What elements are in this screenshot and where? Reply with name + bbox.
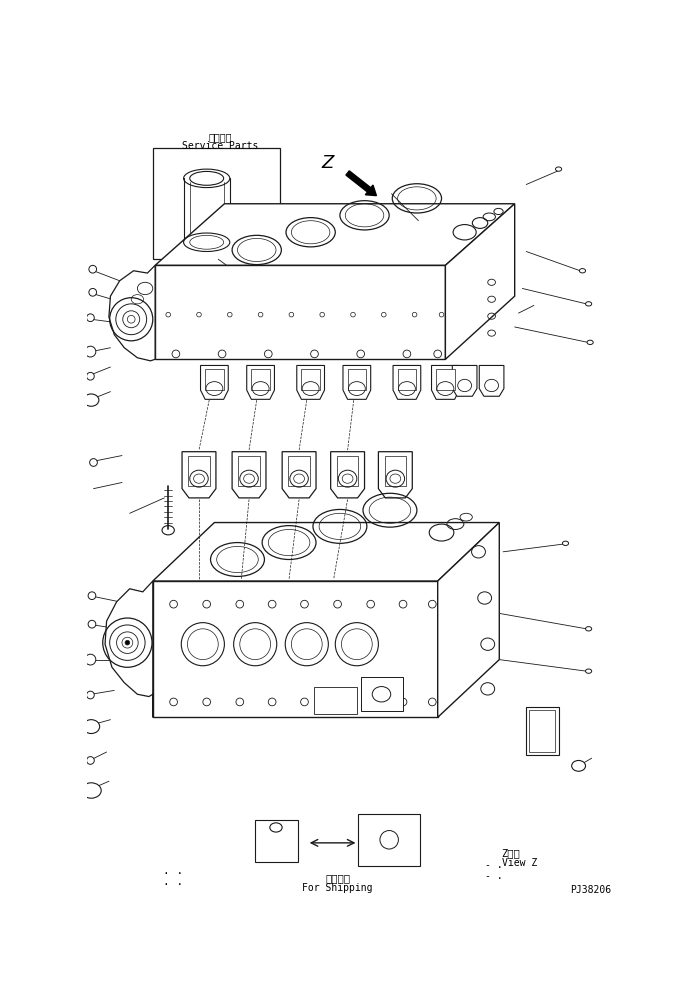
Ellipse shape bbox=[85, 346, 96, 357]
Text: - .: - . bbox=[485, 860, 503, 869]
Bar bbox=[384, 456, 406, 485]
Polygon shape bbox=[343, 366, 371, 399]
Text: Z: Z bbox=[321, 154, 334, 172]
Ellipse shape bbox=[86, 314, 95, 322]
Text: PJ38206: PJ38206 bbox=[570, 885, 611, 895]
Ellipse shape bbox=[380, 830, 399, 849]
Text: 補給専用: 補給専用 bbox=[208, 132, 232, 142]
Polygon shape bbox=[432, 366, 459, 399]
Polygon shape bbox=[247, 366, 275, 399]
Ellipse shape bbox=[84, 394, 99, 406]
Polygon shape bbox=[155, 265, 445, 360]
Text: Z　視: Z 視 bbox=[501, 848, 521, 858]
Ellipse shape bbox=[83, 720, 99, 734]
Bar bbox=[398, 369, 416, 390]
Bar bbox=[153, 148, 280, 259]
Polygon shape bbox=[378, 451, 412, 497]
Ellipse shape bbox=[86, 757, 95, 765]
Ellipse shape bbox=[86, 373, 95, 380]
Polygon shape bbox=[201, 366, 228, 399]
Ellipse shape bbox=[88, 592, 96, 600]
Bar bbox=[337, 456, 358, 485]
Bar bbox=[314, 686, 357, 714]
Ellipse shape bbox=[586, 302, 592, 306]
Bar bbox=[238, 456, 260, 485]
Polygon shape bbox=[445, 204, 514, 360]
Polygon shape bbox=[452, 366, 477, 396]
Ellipse shape bbox=[562, 541, 569, 546]
Bar bbox=[256, 820, 297, 862]
FancyArrow shape bbox=[346, 171, 377, 196]
Ellipse shape bbox=[586, 669, 592, 673]
Polygon shape bbox=[105, 581, 153, 718]
Bar bbox=[361, 676, 403, 712]
Text: View Z: View Z bbox=[501, 858, 537, 868]
Polygon shape bbox=[393, 366, 421, 399]
Text: Service Parts: Service Parts bbox=[182, 141, 258, 151]
Text: - .: - . bbox=[485, 871, 503, 881]
Text: For Shipping: For Shipping bbox=[302, 883, 373, 892]
Ellipse shape bbox=[572, 761, 586, 771]
Ellipse shape bbox=[556, 167, 562, 171]
Ellipse shape bbox=[85, 654, 96, 665]
Bar bbox=[251, 369, 270, 390]
Ellipse shape bbox=[270, 823, 282, 832]
Ellipse shape bbox=[89, 288, 97, 296]
Polygon shape bbox=[297, 366, 325, 399]
Ellipse shape bbox=[90, 458, 97, 466]
Bar bbox=[526, 708, 558, 755]
Polygon shape bbox=[331, 451, 364, 497]
Text: . .: . . bbox=[164, 876, 184, 886]
Ellipse shape bbox=[82, 783, 101, 798]
Text: 運搬部品: 運搬部品 bbox=[325, 873, 350, 883]
Bar bbox=[347, 369, 366, 390]
Text: . .: . . bbox=[164, 866, 184, 876]
Polygon shape bbox=[153, 523, 499, 581]
Polygon shape bbox=[155, 204, 514, 265]
Bar bbox=[358, 814, 420, 866]
Bar bbox=[288, 456, 310, 485]
Polygon shape bbox=[479, 366, 504, 396]
Bar bbox=[436, 369, 455, 390]
Bar bbox=[530, 711, 556, 752]
Polygon shape bbox=[232, 451, 266, 497]
Ellipse shape bbox=[587, 341, 593, 345]
Ellipse shape bbox=[86, 691, 95, 698]
Polygon shape bbox=[109, 265, 155, 361]
Ellipse shape bbox=[580, 268, 586, 273]
Polygon shape bbox=[282, 451, 316, 497]
Polygon shape bbox=[438, 523, 499, 718]
Ellipse shape bbox=[586, 627, 592, 631]
Ellipse shape bbox=[125, 640, 129, 645]
Polygon shape bbox=[153, 581, 438, 718]
Bar bbox=[205, 369, 223, 390]
Bar bbox=[301, 369, 320, 390]
Polygon shape bbox=[182, 451, 216, 497]
Ellipse shape bbox=[88, 620, 96, 628]
Bar bbox=[188, 456, 210, 485]
Ellipse shape bbox=[89, 265, 97, 273]
